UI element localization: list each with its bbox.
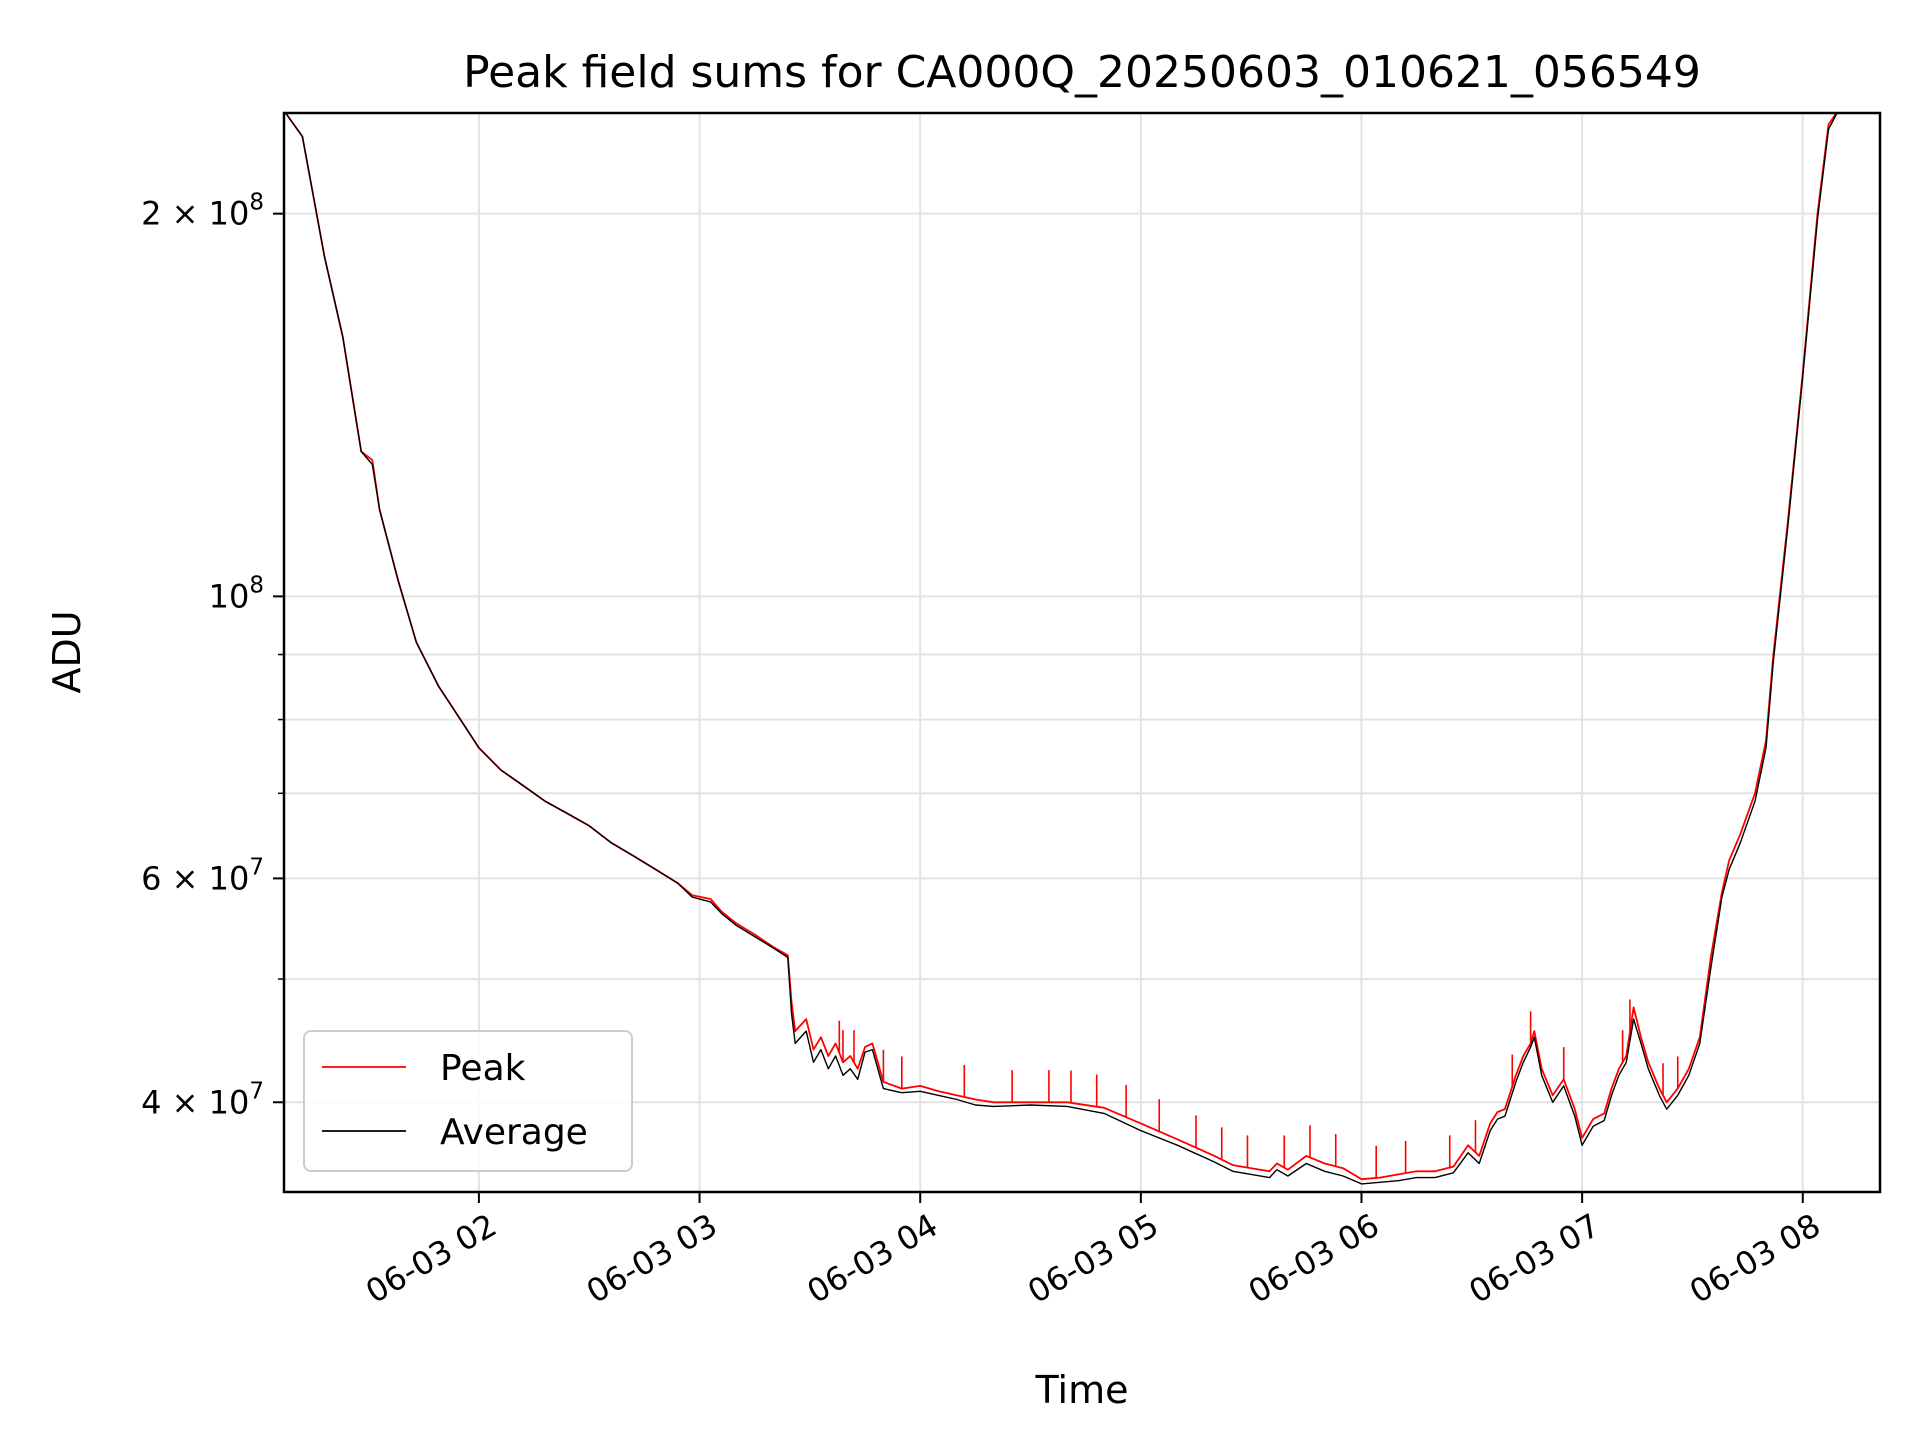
y-tick-exponent: 8 [249,190,264,216]
x-tick-label: 06-03 02 [359,1206,503,1311]
y-tick-mantissa: 2 [141,195,161,233]
y-axis-label: ADU [45,610,89,693]
x-tick-label: 06-03 08 [1683,1206,1827,1311]
y-tick-exponent: 7 [249,854,264,880]
y-tick-times: × [161,195,208,233]
y-tick-mantissa: 4 [141,1083,161,1121]
legend-frame [303,1030,633,1172]
y-tick-label: 6 × 107 [141,854,264,897]
plot-frame [282,111,1882,1194]
y-tick-label: 108 [209,572,264,615]
x-tick-label: 06-03 05 [1021,1206,1165,1311]
y-tick-base: 10 [209,859,250,897]
legend: Peak Average [303,1030,633,1172]
y-tick-base: 10 [209,1083,250,1121]
x-tick-label: 06-03 04 [801,1206,945,1311]
y-tick-times: × [161,859,208,897]
x-tick-label: 06-03 07 [1463,1206,1607,1311]
y-tick-base: 10 [209,577,250,615]
series-line-peak [284,113,1838,1181]
y-tick-mantissa: 6 [141,859,161,897]
chart-title: Peak field sums for CA000Q_20250603_0106… [463,47,1701,98]
y-tick-exponent: 7 [249,1078,264,1104]
y-tick-exponent: 8 [249,572,264,598]
legend-label-average: Average [440,1112,588,1153]
y-tick-base: 10 [209,195,250,233]
legend-label-peak: Peak [440,1048,526,1089]
x-tick-label: 06-03 03 [580,1206,724,1311]
x-tick-label: 06-03 06 [1242,1206,1386,1311]
series-layer [284,113,1838,1185]
y-tick-label: 4 × 107 [141,1078,264,1121]
y-tick-label: 2 × 108 [141,190,264,233]
x-axis-label: Time [1035,1368,1129,1412]
y-tick-times: × [161,1083,208,1121]
x-axis: 06-03 02 06-03 03 06-03 04 06-03 05 06-03 06… [359,1192,1827,1311]
series-line-average [284,113,1838,1185]
